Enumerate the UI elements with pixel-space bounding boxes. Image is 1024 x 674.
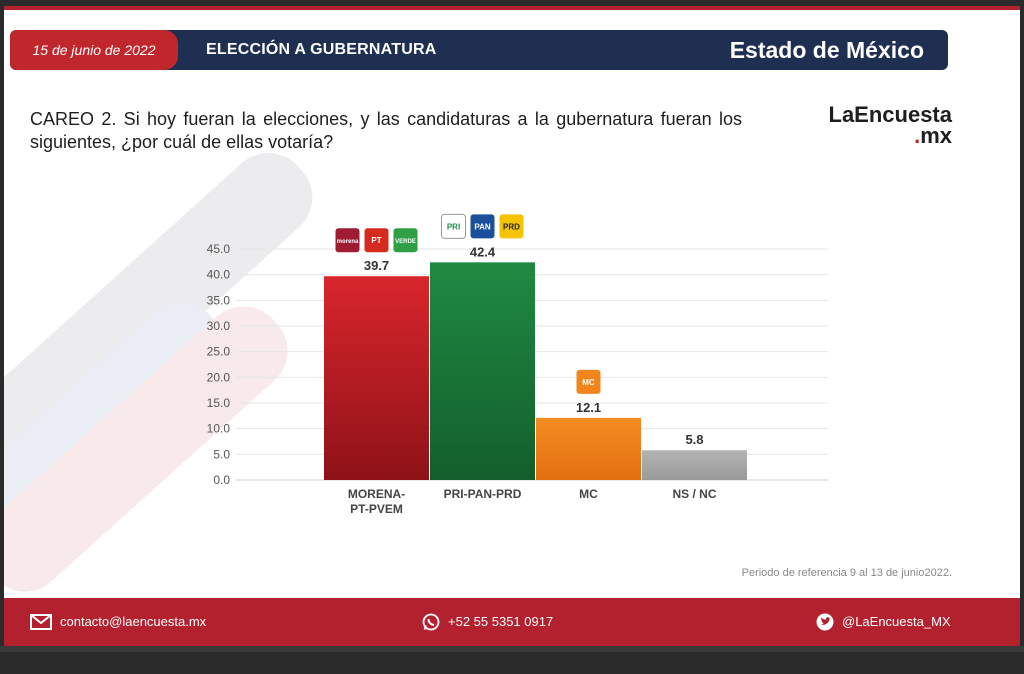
party-logo-label: PRD [503,222,520,231]
y-tick-label: 40.0 [207,268,231,282]
party-logo-icon [364,228,389,253]
twitter-icon [816,613,834,631]
email-text: contacto@laencuesta.mx [60,614,207,629]
header-state: Estado de México [729,37,924,63]
party-logo-label: VERDE [395,239,416,245]
brand-logo: LaEncuesta .mx [812,102,953,148]
mail-icon [30,614,52,630]
y-tick-label: 20.0 [207,370,231,384]
party-logo-label: PT [371,236,381,245]
logo-line-1: LaEncuesta [828,102,953,127]
party-logo-label: morena [337,239,359,245]
x-tick-label: PT-PVEM [350,502,403,516]
y-tick-label: 25.0 [207,345,231,359]
party-logo-label: MC [582,378,595,387]
x-tick-label: PRI-PAN-PRD [444,487,522,501]
bar [430,262,535,480]
bar [642,450,747,480]
footer-email[interactable]: contacto@laencuesta.mx [30,598,206,646]
x-tick-label: MC [579,487,598,501]
party-logo-icon [393,228,418,253]
party-logo-icon [499,214,524,239]
logo-line-2: .mx [914,123,952,148]
logo-suffix: mx [920,123,952,148]
footer-phone[interactable]: +52 55 5351 0917 [422,598,553,646]
data-label: 12.1 [576,400,601,415]
bar [536,417,641,480]
bar-chart: 0.0 5.0 10.0 15.0 20.0 25.0 30.0 35.0 40.0 45.0 39… [207,213,828,516]
party-logo-icon [335,228,360,253]
slide: 15 de junio de 2022 ELECCIÓN A GUBERNATU… [4,6,1020,646]
party-logo-icon [470,214,495,239]
footer-twitter[interactable]: @LaEncuesta_MX [816,598,951,646]
header-title: ELECCIÓN A GUBERNATURA [206,41,437,58]
data-label: 39.7 [364,258,389,273]
party-logo-label: PAN [474,222,491,231]
bottom-band [0,646,1024,652]
whatsapp-icon [422,613,440,631]
data-label: 5.8 [685,432,703,447]
footer-bar: contacto@laencuesta.mx +52 55 5351 0917 … [4,598,1020,646]
y-tick-label: 10.0 [207,422,231,436]
bar [324,276,429,480]
party-logo-label: PRI [447,222,460,231]
x-tick-label: NS / NC [672,487,716,501]
data-label: 42.4 [470,244,496,259]
y-tick-label: 15.0 [207,396,231,410]
reference-period: Periodo de referencia 9 al 13 de junio20… [741,567,952,579]
x-tick-label: MORENA- [348,487,405,501]
phone-text: +52 55 5351 0917 [448,614,554,629]
y-tick-label: 5.0 [213,447,230,461]
y-tick-label: 35.0 [207,293,231,307]
y-tick-label: 30.0 [207,319,231,333]
y-tick-label: 45.0 [207,242,231,256]
twitter-text: @LaEncuesta_MX [842,614,951,629]
party-logo-icon [576,369,601,394]
header-date: 15 de junio de 2022 [10,30,178,70]
question-text: CAREO 2. Si hoy fueran la elecciones, y … [30,109,742,152]
header-bar: 15 de junio de 2022 ELECCIÓN A GUBERNATU… [10,30,948,70]
party-logo-icon [441,213,466,239]
y-tick-label: 0.0 [213,473,230,487]
top-strip [4,6,1020,10]
